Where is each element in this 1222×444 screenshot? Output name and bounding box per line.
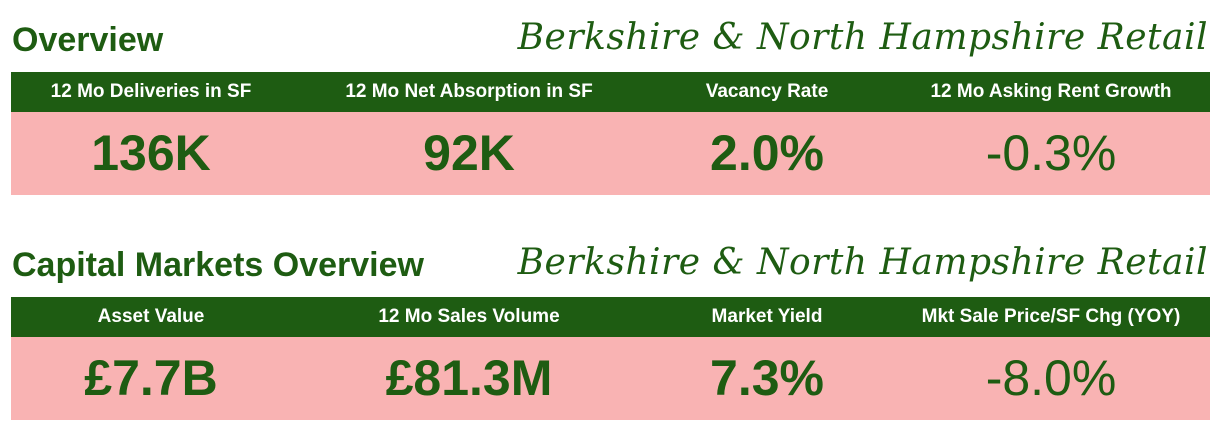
section-subtitle: Berkshire & North Hampshire Retail [517, 242, 1208, 283]
metric-value: £7.7B [84, 350, 218, 406]
section-title: Capital Markets Overview [12, 246, 424, 284]
metric-value-row: £7.7B £81.3M 7.3% -8.0% [11, 337, 1210, 420]
metric-label: Market Yield [711, 306, 823, 327]
metric-value: 7.3% [710, 350, 824, 406]
metric-value: 136K [91, 125, 211, 181]
metric-label: 12 Mo Deliveries in SF [50, 81, 252, 102]
metric-label: 12 Mo Sales Volume [378, 306, 560, 327]
metric-value: -0.3% [985, 125, 1117, 181]
metric-header-bar: 12 Mo Deliveries in SF 12 Mo Net Absorpti… [11, 72, 1210, 112]
metric-value: 92K [423, 125, 515, 181]
metric-label: 12 Mo Net Absorption in SF [345, 81, 593, 102]
section-subtitle: Berkshire & North Hampshire Retail [517, 17, 1208, 58]
metric-value: 2.0% [710, 125, 824, 181]
section-title: Overview [12, 21, 164, 59]
metric-label: Mkt Sale Price/SF Chg (YOY) [921, 306, 1181, 327]
metric-header-bar: Asset Value 12 Mo Sales Volume Market Yiel… [11, 297, 1210, 337]
metric-value: £81.3M [385, 350, 553, 406]
metric-label: Vacancy Rate [705, 81, 829, 102]
metric-value-row: 136K 92K 2.0% -0.3% [11, 112, 1210, 195]
metric-label: Asset Value [97, 306, 205, 327]
metric-label: 12 Mo Asking Rent Growth [930, 81, 1172, 102]
metric-value: -8.0% [985, 350, 1117, 406]
